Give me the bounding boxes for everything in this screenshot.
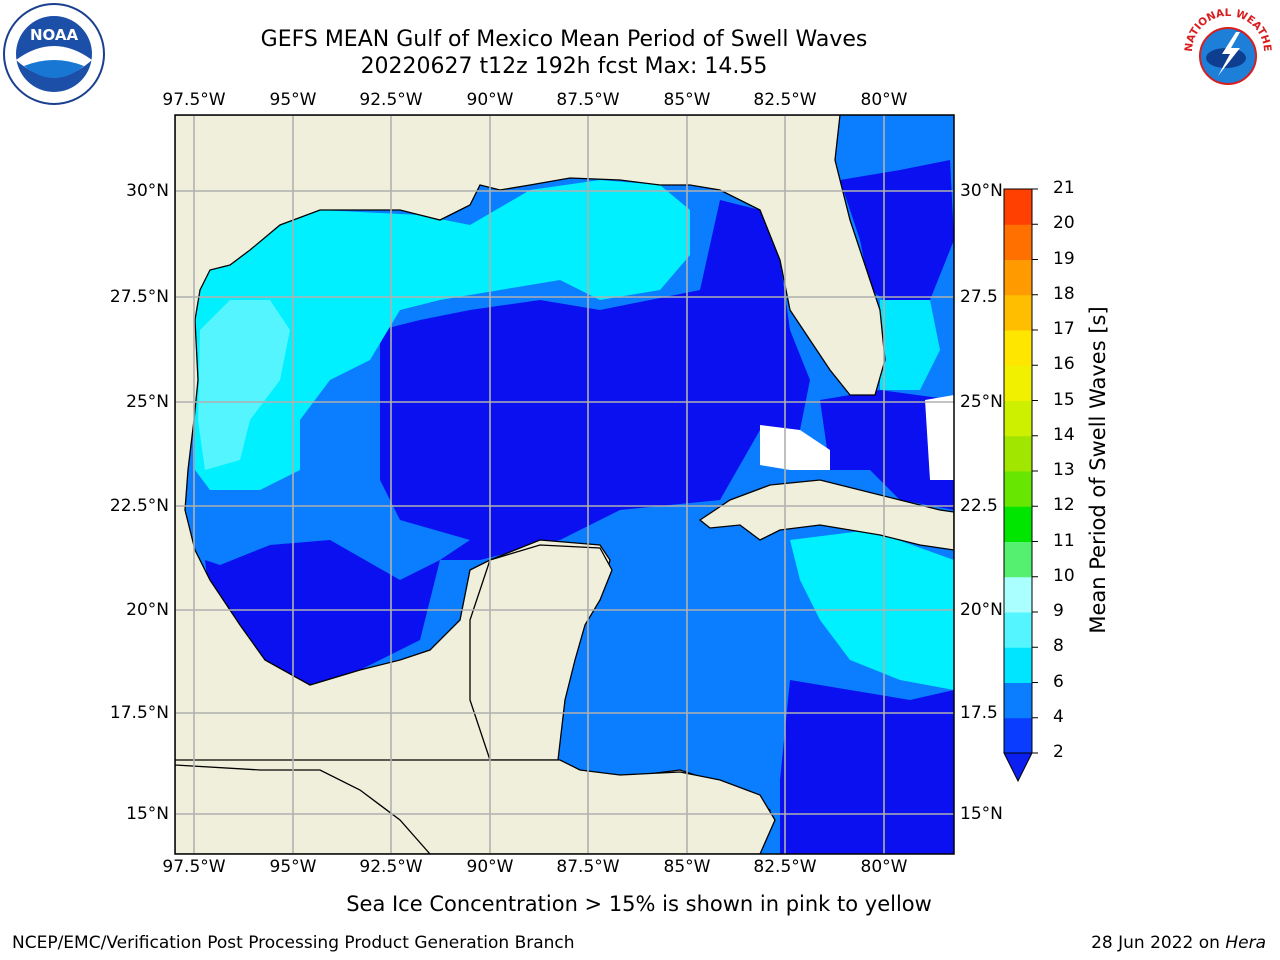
lat-label-right: 25°N xyxy=(960,392,1003,412)
colorbar-segment xyxy=(1004,435,1032,472)
colorbar-tick-label: 16 xyxy=(1053,354,1075,375)
lon-label-top: 90°W xyxy=(466,90,514,110)
footer-date-text: 28 Jun 2022 on xyxy=(1091,933,1226,953)
swell-period-2-4s-region xyxy=(205,200,810,690)
lon-label-top: 85°W xyxy=(663,90,711,110)
colorbar-segment xyxy=(1004,259,1032,296)
sea-ice-note: Sea Ice Concentration > 15% is shown in … xyxy=(346,892,932,916)
footer-credit: NCEP/EMC/Verification Post Processing Pr… xyxy=(12,933,575,953)
land-yucatan xyxy=(469,544,613,761)
swell-period-2-4s-region-straits xyxy=(820,390,954,510)
swell-period-4-6s-region-east xyxy=(880,300,940,390)
swell-period-6-8s-region-west xyxy=(198,300,290,470)
lon-label-bottom: 90°W xyxy=(466,857,514,877)
lon-label-bottom: 82.5°W xyxy=(753,857,817,877)
colorbar-title: Mean Period of Swell Waves [s] xyxy=(1086,306,1110,634)
lat-label-right: 17.5 xyxy=(960,703,998,723)
lat-label-right: 27.5 xyxy=(960,287,998,307)
colorbar-segment xyxy=(1004,365,1032,401)
colorbar-tick-label: 2 xyxy=(1053,742,1064,762)
colorbar-tick-label: 9 xyxy=(1053,601,1064,621)
colorbar-tick-label: 15 xyxy=(1053,389,1075,410)
colorbar-segment xyxy=(1004,294,1032,331)
lat-label-right: 15°N xyxy=(960,804,1003,824)
swell-period-2-4s-region-caribbean xyxy=(780,680,954,854)
colorbar-segment xyxy=(1004,330,1032,366)
footer-host: Hera xyxy=(1225,933,1266,953)
lon-label-bottom: 85°W xyxy=(663,857,711,877)
colorbar-tick-label: 12 xyxy=(1053,495,1075,516)
noaa-logo-text: NOAA xyxy=(30,26,79,44)
lon-label-top: 80°W xyxy=(860,90,908,110)
noaa-logo: NOAA xyxy=(3,3,105,105)
colorbar-segment xyxy=(1004,189,1032,225)
colorbar-tick-label: 11 xyxy=(1053,530,1075,551)
lon-label-bottom: 80°W xyxy=(860,857,908,877)
colorbar-segment xyxy=(1004,647,1032,683)
lon-label-bottom: 97.5°W xyxy=(162,857,226,877)
nws-logo: NATIONAL WEATHER SERVICE xyxy=(1178,2,1276,100)
colorbar-segment xyxy=(1004,576,1032,613)
colorbar-tick-label: 20 xyxy=(1053,213,1075,234)
swell-period-2-4s-region-east xyxy=(840,160,954,310)
lon-label-top: 95°W xyxy=(269,90,317,110)
colorbar-tick-label: 13 xyxy=(1053,460,1075,480)
colorbar-tick-label: 4 xyxy=(1053,706,1064,727)
lat-label-right: 22.5 xyxy=(960,496,998,516)
lon-label-bottom: 92.5°W xyxy=(359,857,423,877)
lon-label-top: 87.5°W xyxy=(556,90,620,110)
colorbar-tick-label: 19 xyxy=(1053,248,1075,269)
colorbar-segment xyxy=(1004,224,1032,260)
lat-label-left: 27.5°N xyxy=(109,287,169,307)
chart-title: GEFS MEAN Gulf of Mexico Mean Period of … xyxy=(260,27,868,52)
land-cuba xyxy=(698,479,954,551)
colorbar-tick-label: 18 xyxy=(1053,283,1075,304)
colorbar-extend-arrow xyxy=(1003,752,1033,783)
lat-label-left: 17.5°N xyxy=(109,703,169,723)
lon-label-bottom: 95°W xyxy=(269,857,317,877)
colorbar-segment xyxy=(1004,471,1032,507)
colorbar-segment xyxy=(1004,541,1032,578)
lat-label-left: 15°N xyxy=(126,804,169,824)
lat-label-right: 20°N xyxy=(960,600,1003,620)
colorbar-segment xyxy=(1004,400,1032,437)
colorbar-tick-label: 17 xyxy=(1053,319,1075,339)
lon-label-top: 97.5°W xyxy=(162,90,226,110)
colorbar-tick-label: 14 xyxy=(1053,424,1075,445)
footer-date: 28 Jun 2022 on Hera xyxy=(1091,933,1266,953)
lat-label-right: 30°N xyxy=(960,181,1003,201)
lat-label-left: 22.5°N xyxy=(109,496,169,516)
colorbar xyxy=(1003,188,1038,783)
lon-label-top: 92.5°W xyxy=(359,90,423,110)
land-central-america xyxy=(175,759,776,854)
colorbar-tick-label: 10 xyxy=(1053,565,1075,586)
swell-period-4-6s-region-north xyxy=(195,180,690,490)
no-data-area xyxy=(925,395,954,480)
colorbar-tick-label: 21 xyxy=(1053,178,1075,198)
map-grid xyxy=(175,115,954,854)
lon-label-bottom: 87.5°W xyxy=(556,857,620,877)
colorbar-segment xyxy=(1004,612,1032,648)
map-frame xyxy=(174,114,955,855)
lat-label-left: 25°N xyxy=(126,392,169,412)
colorbar-tick-label: 6 xyxy=(1053,671,1064,692)
lat-label-left: 20°N xyxy=(126,600,169,620)
lon-label-top: 82.5°W xyxy=(753,90,817,110)
colorbar-segment xyxy=(1004,682,1032,719)
chart-subtitle: 20220627 t12z 192h fcst Max: 14.55 xyxy=(360,54,768,79)
no-data-area xyxy=(760,425,830,470)
colorbar-segment xyxy=(1004,717,1032,754)
lat-label-left: 30°N xyxy=(126,181,169,201)
colorbar-tick-label: 8 xyxy=(1053,636,1064,657)
colorbar-segment xyxy=(1004,506,1032,542)
